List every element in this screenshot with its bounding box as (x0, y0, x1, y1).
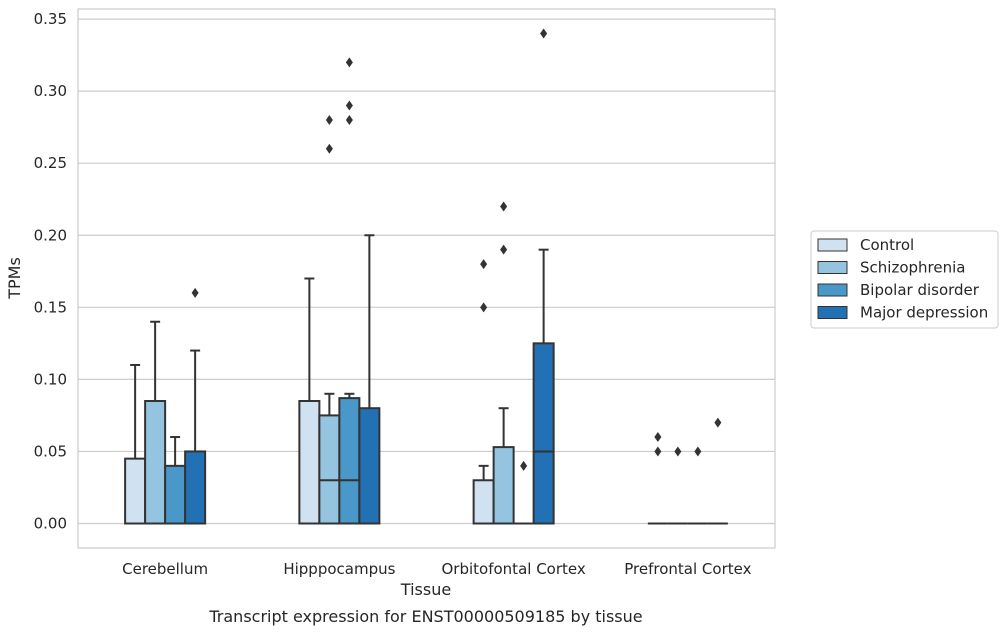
y-tick-label: 0.15 (34, 298, 67, 316)
box-body (298, 400, 321, 525)
box-body (184, 450, 207, 525)
box-control (298, 277, 321, 525)
outlier-point (480, 302, 488, 313)
outlier-point (694, 446, 702, 457)
box-body (164, 464, 187, 525)
x-tick-label: Hipppocampus (283, 560, 395, 578)
outlier-point (654, 432, 662, 443)
box-major-depression (532, 248, 555, 525)
outlier-point (654, 446, 662, 457)
chart-caption: Transcript expression for ENST0000050918… (208, 607, 642, 626)
outlier-point (714, 417, 722, 428)
boxes (124, 234, 728, 525)
y-axis-ticks: 0.00 0.05 0.10 0.15 0.20 0.25 0.30 0.35 (34, 10, 67, 532)
box-body (144, 400, 167, 525)
x-axis-title: Tissue (400, 580, 451, 599)
x-tick-label: Prefrontal Cortex (624, 560, 751, 578)
y-tick-label: 0.20 (34, 226, 67, 244)
y-tick-label: 0.35 (34, 10, 67, 28)
y-tick-label: 0.30 (34, 82, 67, 100)
legend-label: Control (860, 236, 914, 254)
outlier-point (480, 259, 488, 270)
box-major-depression (358, 234, 381, 525)
box-bipolar-disorder (164, 436, 187, 525)
outlier-point (540, 28, 548, 39)
box-control (472, 464, 495, 525)
y-tick-label: 0.00 (34, 515, 67, 533)
x-tick-label: Orbitofontal Cortex (442, 560, 586, 578)
legend-label: Bipolar disorder (860, 281, 980, 299)
y-tick-label: 0.10 (34, 370, 67, 388)
outlier-point (325, 143, 333, 154)
y-tick-label: 0.25 (34, 154, 67, 172)
box-body (124, 457, 147, 525)
legend-swatch (817, 238, 848, 252)
box-body (338, 397, 361, 525)
box-body (472, 479, 495, 525)
legend-label: Schizophrenia (860, 259, 965, 277)
outlier-point (191, 287, 199, 298)
outlier-point (674, 446, 682, 457)
box-schizophrenia (492, 407, 515, 525)
box-major-depression (184, 349, 207, 525)
y-axis-title: TPMs (5, 257, 24, 300)
plot-area-frame (77, 8, 776, 549)
y-tick-label: 0.05 (34, 442, 67, 460)
outlier-point (345, 114, 353, 125)
outlier-point (500, 244, 508, 255)
box-schizophrenia (144, 320, 167, 525)
outlier-point (345, 100, 353, 111)
grid-lines (78, 18, 775, 525)
legend: Control Schizophrenia Bipolar disorder Majo… (810, 230, 999, 329)
outliers (191, 28, 722, 471)
box-body (318, 414, 341, 525)
x-tick-label: Cerebellum (122, 560, 208, 578)
box-body (358, 407, 381, 525)
box-schizophrenia (318, 392, 341, 525)
legend-swatch (817, 283, 848, 297)
legend-label: Major depression (860, 304, 988, 322)
outlier-point (325, 114, 333, 125)
legend-frame (810, 230, 999, 329)
outlier-point (520, 460, 528, 471)
box-body (492, 446, 515, 525)
outlier-point (345, 57, 353, 68)
legend-swatch (817, 261, 848, 274)
box-bipolar-disorder (338, 392, 361, 525)
x-axis-ticks: Cerebellum Hipppocampus Orbitofontal Corte… (122, 560, 751, 578)
legend-swatch (817, 306, 848, 319)
outlier-point (500, 201, 508, 212)
box-control (124, 363, 147, 525)
box-body (532, 342, 555, 525)
